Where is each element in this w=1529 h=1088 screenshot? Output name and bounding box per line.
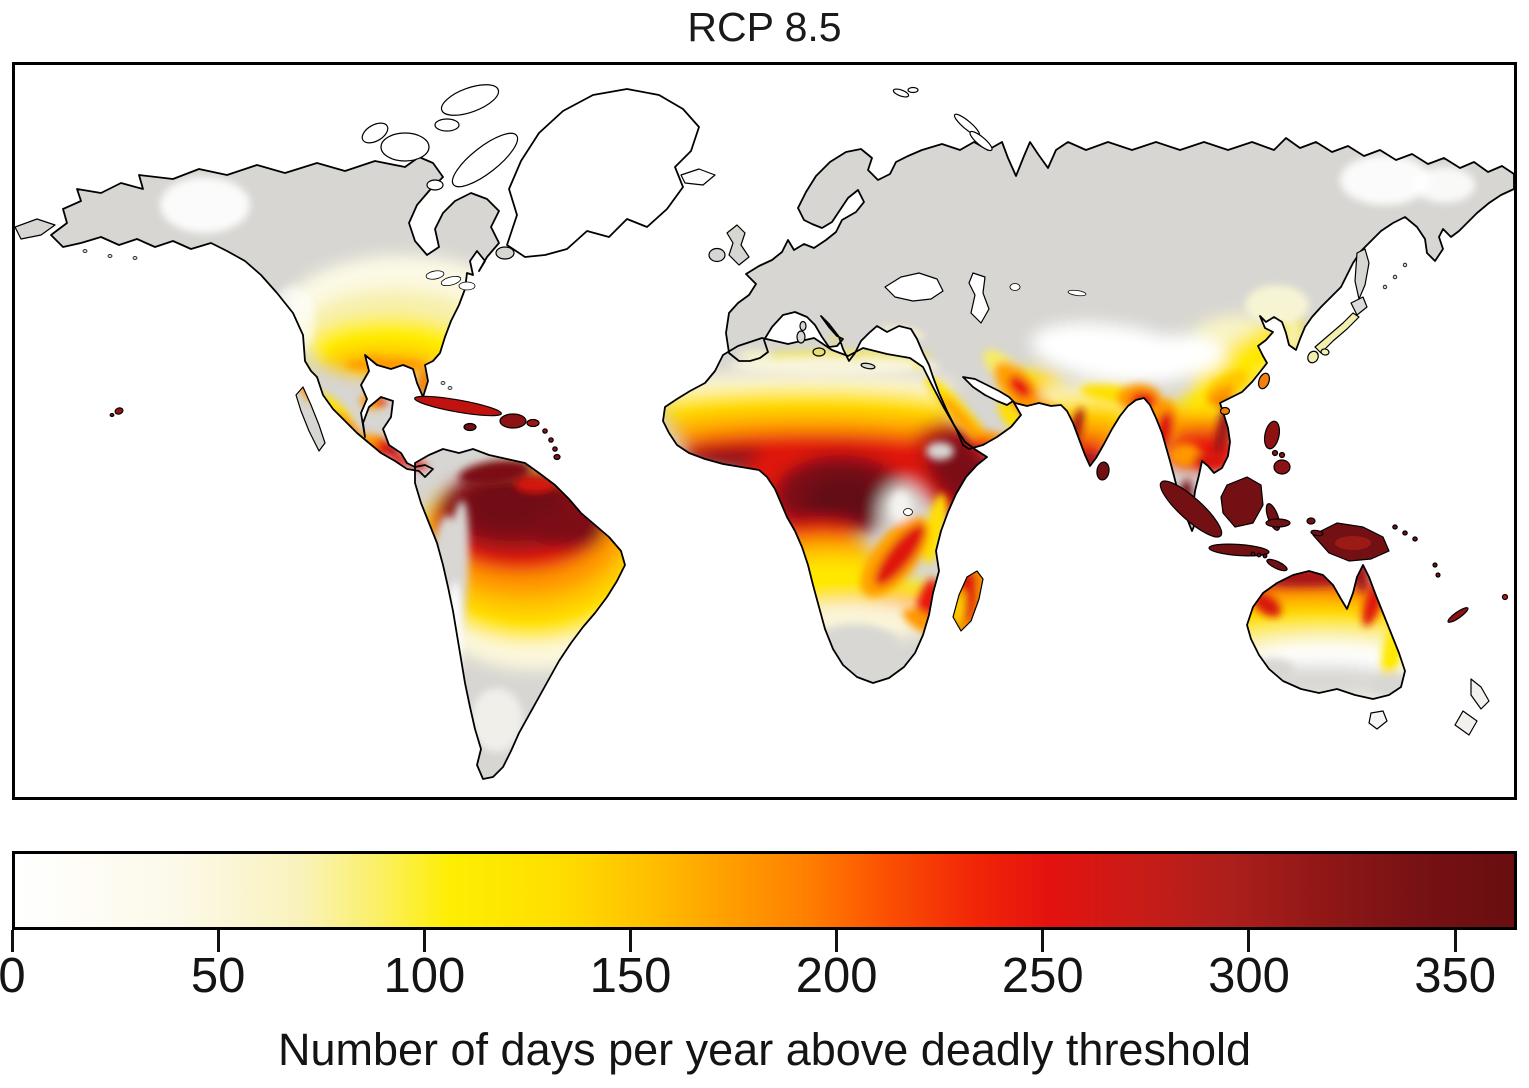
colorbar-tick-label: 200 bbox=[795, 949, 878, 1003]
colorbar-gradient bbox=[12, 851, 1517, 930]
colorbar-tick bbox=[628, 930, 632, 952]
colorbar-tick bbox=[835, 930, 839, 952]
world-map bbox=[15, 84, 1514, 780]
colorbar-tick-label: 50 bbox=[190, 949, 246, 1003]
colorbar-tick-label: 250 bbox=[1001, 949, 1084, 1003]
colorbar-tick bbox=[1453, 930, 1457, 952]
world-map-panel bbox=[12, 62, 1517, 800]
colorbar-tick-labels: 0 50 100 150 200 250 300 350 bbox=[0, 949, 1517, 1009]
colorbar-tick bbox=[216, 930, 220, 952]
colorbar-tick bbox=[1247, 930, 1251, 952]
colorbar-ticks bbox=[10, 930, 1517, 954]
colorbar-tick bbox=[10, 930, 14, 952]
colorbar-tick-label: 350 bbox=[1414, 949, 1497, 1003]
figure-title: RCP 8.5 bbox=[687, 4, 842, 50]
colorbar-tick bbox=[422, 930, 426, 952]
colorbar-tick bbox=[1041, 930, 1045, 952]
colorbar-label: Number of days per year above deadly thr… bbox=[277, 1024, 1252, 1075]
colorbar-tick-label: 300 bbox=[1208, 949, 1290, 1003]
islands bbox=[15, 84, 1509, 736]
colorbar-tick-label: 150 bbox=[589, 949, 672, 1003]
colorbar-tick-label: 0 bbox=[0, 949, 26, 1003]
colorbar-tick-label: 100 bbox=[383, 949, 466, 1003]
